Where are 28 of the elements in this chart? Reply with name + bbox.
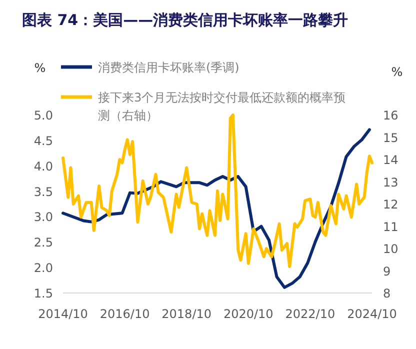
legend-label: 接下来3个月无法按时交付最低还款额的概率预测（右轴） <box>98 90 346 122</box>
y2-tick-label: 11 <box>383 220 398 234</box>
x-tick-label: 2014/10 <box>38 307 88 321</box>
legend-label: 消费类信用卡坏账率(季调) <box>98 60 240 74</box>
y-tick-label: 3.0 <box>34 210 53 224</box>
y2-tick-label: 10 <box>383 242 398 256</box>
y2-tick-label: 14 <box>383 153 398 167</box>
y-tick-label: 5.0 <box>34 108 53 122</box>
y2-tick-label: 8 <box>383 286 391 300</box>
x-tick-label: 2018/10 <box>162 307 212 321</box>
y2-tick-label: 13 <box>383 175 398 190</box>
x-tick-label: 2020/10 <box>223 307 274 321</box>
y-axis-title: % <box>34 61 46 75</box>
x-tick-label: 2016/10 <box>100 307 150 321</box>
y-tick-label: 4.5 <box>34 134 53 148</box>
y2-tick-label: 15 <box>383 130 398 145</box>
y2-tick-label: 16 <box>383 108 398 122</box>
y-tick-label: 2.5 <box>34 236 53 250</box>
x-tick-label: 2022/10 <box>285 307 336 321</box>
chart-title: 图表 74：美国——消费类信用卡坏账率一路攀升 <box>22 11 348 29</box>
y2-tick-label: 12 <box>383 198 398 212</box>
y2-tick-label: 9 <box>383 264 391 278</box>
y2-axis-title: % <box>391 65 403 79</box>
y-tick-label: 2.0 <box>34 261 53 276</box>
x-tick-label: 2024/10 <box>347 307 397 321</box>
y-tick-label: 1.5 <box>34 286 53 300</box>
y-tick-label: 4.0 <box>34 159 53 174</box>
y-tick-label: 3.5 <box>34 184 53 199</box>
